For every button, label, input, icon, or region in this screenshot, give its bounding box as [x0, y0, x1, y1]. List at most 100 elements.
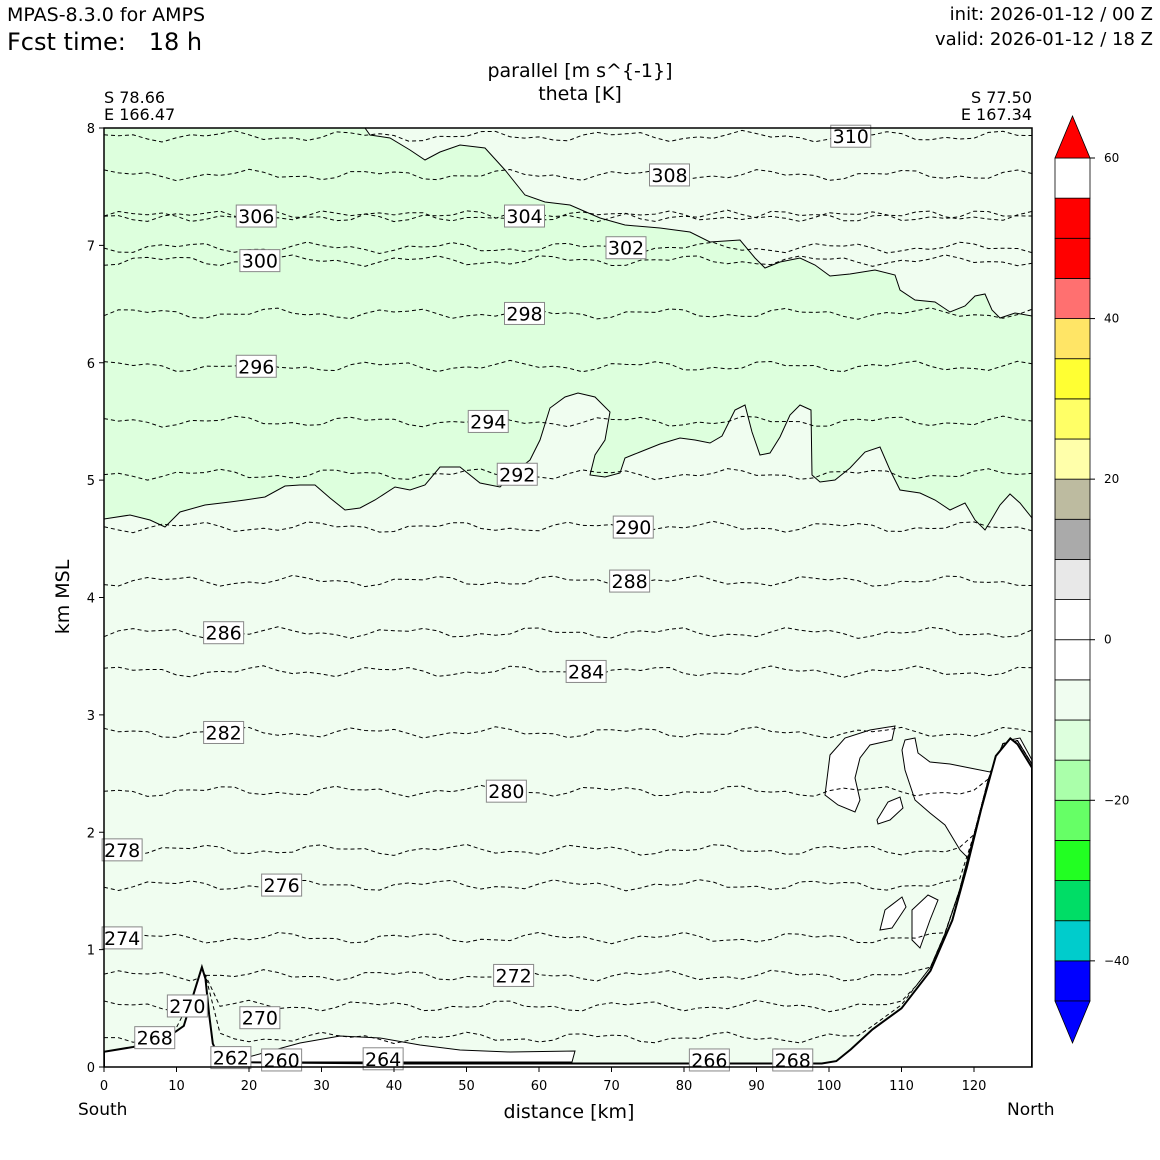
theta-label-text: 262	[213, 1048, 249, 1070]
theta-label-box	[235, 354, 277, 378]
theta-label-268: 268	[134, 1026, 176, 1050]
fill-white-blob-1	[824, 725, 896, 813]
theta-contour-284	[104, 665, 1032, 678]
theta-label-box	[239, 1006, 281, 1030]
forecast-time: Fcst time: 18 h	[7, 28, 202, 56]
theta-label-286: 286	[203, 621, 245, 645]
theta-label-box	[772, 1048, 814, 1072]
colorbar-cell	[1054, 278, 1091, 319]
y-tick-label: 5	[87, 474, 95, 489]
init-time: init: 2026-01-12 / 00 Z	[949, 4, 1153, 25]
theta-label-text: 308	[651, 165, 687, 187]
theta-contour-306	[104, 209, 1032, 223]
theta-label-text: 290	[615, 517, 651, 539]
theta-label-304: 304	[504, 204, 545, 228]
left-endpoint-lat: S 78.66	[104, 88, 166, 107]
colorbar-cell	[1054, 559, 1091, 600]
x-tick-label: 90	[748, 1079, 765, 1094]
x-tick-label: 10	[168, 1079, 185, 1094]
theta-contour-308	[104, 168, 1032, 182]
theta-label-text: 288	[611, 571, 647, 593]
theta-label-box	[493, 963, 535, 987]
colorbar-cell	[1054, 759, 1091, 801]
forecast-time-value: 18 h	[148, 28, 203, 56]
colorbar-tick-label: 20	[1104, 472, 1119, 486]
x-tick-label: 120	[962, 1079, 987, 1094]
colorbar-cell	[1054, 799, 1091, 841]
theta-contour-274	[104, 740, 1032, 945]
theta-label-box	[688, 1048, 730, 1072]
theta-label-text: 272	[495, 965, 531, 987]
y-tick-label: 3	[87, 709, 95, 724]
x-tick-label: 30	[313, 1079, 330, 1094]
terrain-fill	[104, 737, 1032, 1067]
theta-contour-268	[104, 740, 1032, 1045]
colorbar-cell	[1054, 518, 1091, 560]
theta-label-box	[166, 994, 208, 1018]
theta-label-text: 264	[365, 1049, 401, 1071]
theta-label-text: 298	[506, 303, 542, 325]
colorbar-cell	[1054, 960, 1091, 1002]
x-tick-label: 110	[889, 1079, 914, 1094]
y-tick-label: 7	[87, 239, 95, 254]
theta-label-box	[261, 1048, 303, 1072]
theta-label-300: 300	[239, 249, 281, 273]
fill-white-blob-4	[911, 894, 939, 949]
chart-subtitle: theta [K]	[538, 83, 622, 105]
x-tick-label: 0	[100, 1079, 108, 1094]
chart-title: parallel [m s^{-1}]	[487, 60, 673, 82]
theta-label-282: 282	[203, 720, 245, 744]
theta-label-text: 268	[775, 1050, 811, 1072]
theta-label-260: 260	[261, 1048, 303, 1072]
theta-label-box	[605, 236, 647, 260]
theta-label-text: 274	[104, 928, 140, 950]
theta-label-box	[101, 838, 143, 862]
left-endpoint-lon: E 166.47	[104, 105, 176, 124]
theta-label-box	[101, 926, 143, 950]
theta-contour-286	[104, 626, 1032, 639]
theta-label-text: 278	[104, 840, 140, 862]
colorbar-cell	[1054, 197, 1091, 239]
theta-label-310: 310	[830, 124, 872, 148]
theta-label-text: 284	[568, 661, 604, 683]
theta-label-text: 296	[238, 356, 274, 378]
theta-label-298: 298	[504, 301, 545, 325]
theta-label-296: 296	[235, 354, 277, 378]
colorbar-cell	[1054, 438, 1091, 480]
theta-label-text: 268	[137, 1028, 173, 1050]
theta-label-text: 300	[242, 251, 278, 273]
theta-label-text: 282	[205, 722, 241, 744]
colorbar-cell	[1054, 920, 1091, 962]
theta-label-280: 280	[485, 779, 527, 803]
theta-label-box	[504, 204, 545, 228]
colorbar-under-arrow	[1054, 1000, 1091, 1045]
y-axis-label: km MSL	[52, 559, 74, 634]
theta-label-text: 260	[263, 1050, 299, 1072]
theta-contour-288	[104, 574, 1032, 588]
colorbar-tick-label: 40	[1104, 312, 1119, 326]
theta-label-box	[565, 659, 607, 683]
north-direction-label: North	[1007, 1100, 1055, 1120]
theta-label-272: 272	[493, 963, 535, 987]
x-tick-label: 80	[676, 1079, 693, 1094]
x-axis-label: distance [km]	[504, 1101, 635, 1123]
theta-label-box	[362, 1047, 404, 1071]
theta-label-270: 270	[239, 1006, 281, 1030]
theta-contour-276	[104, 740, 1032, 892]
south-direction-label: South	[78, 1100, 128, 1120]
theta-contour-272	[104, 740, 1032, 982]
theta-label-text: 292	[499, 464, 535, 486]
theta-label-text: 280	[488, 781, 524, 803]
right-endpoint-lat: S 77.50	[970, 88, 1032, 107]
theta-label-276: 276	[261, 873, 303, 897]
theta-label-box	[609, 569, 651, 593]
y-axis: 0 1 2 3 4 5 6 7 8	[87, 122, 104, 1076]
valid-time: valid: 2026-01-12 / 18 Z	[935, 29, 1153, 50]
theta-label-288: 288	[609, 569, 651, 593]
theta-label-text: 270	[242, 1008, 278, 1030]
theta-label-text: 276	[263, 875, 299, 897]
theta-label-box	[649, 163, 690, 187]
theta-label-278: 278	[101, 838, 143, 862]
colorbar: 60 40 20 0 −20 −40	[1054, 114, 1129, 1045]
theta-label-266: 266	[688, 1048, 730, 1072]
